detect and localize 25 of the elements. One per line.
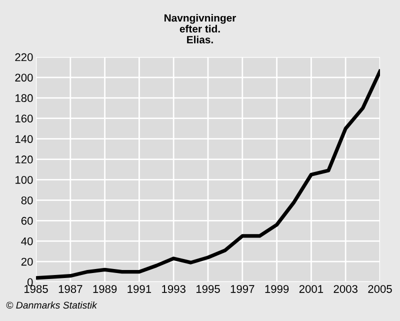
x-tick-label: 2005	[368, 285, 392, 293]
text: © Danmarks Statistik	[6, 301, 98, 309]
y-tick-label: 200	[15, 74, 33, 82]
x-tick-label: 1985	[24, 285, 48, 293]
x-tick-label: 1989	[93, 285, 117, 293]
chart-title: Navngivninger efter tid. Elias.	[164, 14, 236, 44]
x-tick-label: 2001	[299, 285, 324, 293]
y-tick-label: 220	[15, 53, 33, 62]
y-tick-label: 0	[27, 278, 33, 286]
x-tick-label: 1995	[196, 285, 220, 293]
x-tick-label: 1987	[58, 285, 82, 293]
y-tick-label: 60	[21, 216, 33, 225]
x-tick-label: 2003	[334, 285, 358, 293]
y-tick-label: 140	[16, 135, 33, 143]
y-tick-label: 40	[21, 237, 33, 246]
y-tick-label: 80	[21, 196, 33, 204]
y-tick-label: 160	[16, 114, 33, 122]
y-tick-label: 100	[16, 176, 33, 184]
y-tick-label: 180	[16, 94, 33, 102]
y-tick-label: 20	[21, 258, 33, 266]
x-tick-label: 1997	[230, 285, 254, 293]
x-tick-label: 1993	[162, 285, 186, 293]
x-tick-label: 1991	[128, 285, 152, 293]
x-tick-label: 1999	[265, 285, 289, 293]
y-tick-label: 120	[16, 156, 33, 164]
